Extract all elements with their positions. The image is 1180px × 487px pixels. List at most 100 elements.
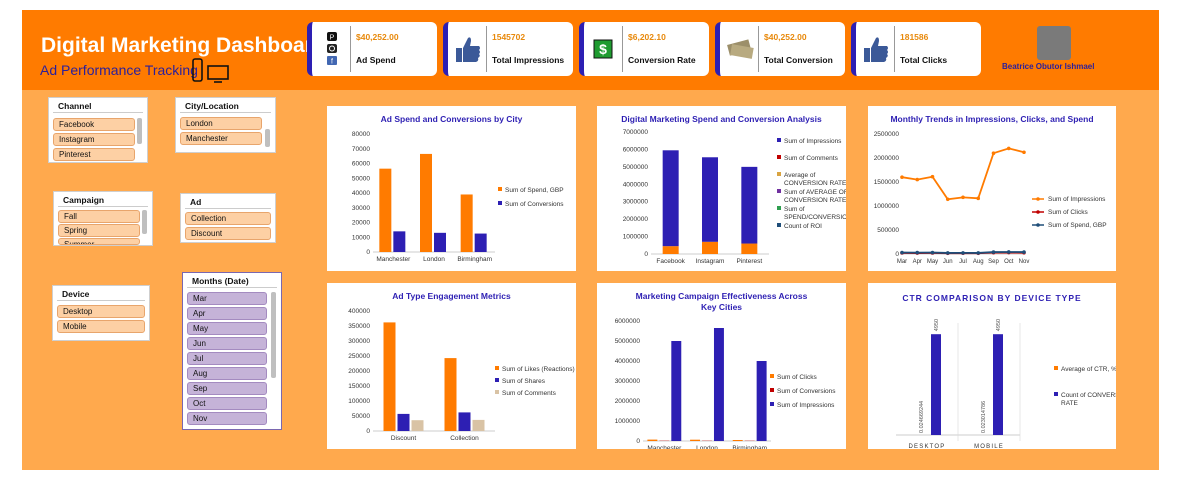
y-tick-label: 20000	[352, 220, 370, 227]
series-point	[991, 250, 996, 254]
bar	[647, 439, 658, 441]
series-point	[900, 175, 904, 179]
slicer-item-sep[interactable]: Sep	[187, 382, 267, 395]
series-point	[1006, 250, 1011, 254]
y-tick-label: 0	[636, 438, 640, 445]
kpi-value: $6,202.10	[628, 32, 666, 42]
series-point	[976, 196, 981, 201]
slicer-item-jun[interactable]: Jun	[187, 337, 267, 350]
bar-base	[662, 246, 679, 254]
dollar-icon: $	[593, 39, 613, 59]
y-tick-label: 100000	[348, 398, 370, 405]
series-point	[991, 151, 996, 155]
y-tick-label: 50000	[352, 413, 370, 420]
legend-swatch	[1054, 366, 1058, 370]
slicer-scrollbar[interactable]	[137, 118, 142, 144]
slicer-item-manchester[interactable]: Manchester	[180, 132, 262, 145]
slicer-item-fall[interactable]: Fall	[58, 210, 140, 223]
legend-swatch	[498, 201, 502, 205]
legend-swatch	[498, 187, 502, 191]
slicer-item-mobile[interactable]: Mobile	[57, 320, 145, 333]
x-tick-label: Oct	[1004, 259, 1014, 265]
legend-swatch	[1054, 392, 1058, 396]
x-tick-label: Jul	[959, 259, 967, 265]
y-tick-label: 0	[895, 251, 899, 258]
slicer-item-london[interactable]: London	[180, 117, 262, 130]
series-point	[945, 197, 950, 202]
kpi-card-conversion-rate[interactable]: $ $6,202.10 Conversion Rate	[579, 22, 709, 76]
user-name: Beatrice Obutor Ishmael	[1002, 62, 1095, 71]
x-tick-label: MOBILE	[974, 444, 1004, 449]
slicer-item-jul[interactable]: Jul	[187, 352, 267, 365]
data-label: 4950	[934, 319, 940, 331]
y-tick-label: 2000000	[615, 398, 641, 405]
slicer-item-desktop[interactable]: Desktop	[57, 305, 145, 318]
slicer-title: Ad	[185, 194, 271, 209]
slicer-title: Months (Date)	[187, 273, 277, 288]
y-tick-label: 400000	[348, 308, 370, 315]
slicer-item-discount[interactable]: Discount	[185, 227, 271, 240]
slicer-scrollbar[interactable]	[265, 129, 270, 147]
slicer-item-facebook[interactable]: Facebook	[53, 118, 135, 131]
slicer-item-summer[interactable]: Summer	[58, 238, 140, 245]
legend-swatch-point	[1036, 223, 1040, 227]
header-banner: Digital Marketing Dashboard Ad Performan…	[22, 10, 1159, 90]
svg-text:$: $	[599, 41, 607, 57]
x-tick-label: Mar	[897, 259, 907, 265]
legend-label: Sum of Impressions	[784, 138, 842, 145]
y-tick-label: 3000000	[623, 199, 649, 206]
chart-title: Ad Type Engagement Metrics	[392, 291, 511, 301]
legend-swatch-point	[1036, 210, 1040, 214]
legend-label: Average of CTR, %	[1061, 366, 1116, 373]
slicer-item-aug[interactable]: Aug	[187, 367, 267, 380]
series-point	[945, 251, 950, 255]
slicer-city: City/Location London Manchester	[175, 97, 276, 153]
legend-swatch	[495, 378, 499, 382]
legend-label: Sum of Impressions	[777, 402, 835, 409]
series-line	[901, 147, 1025, 201]
slicer-item-instagram[interactable]: Instagram	[53, 133, 135, 146]
slicer-item-apr[interactable]: Apr	[187, 307, 267, 320]
slicer-item-oct[interactable]: Oct	[187, 397, 267, 410]
slicer-item-pinterest[interactable]: Pinterest	[53, 148, 135, 161]
series-point	[1006, 146, 1011, 151]
slicer-item-mar[interactable]: Mar	[187, 292, 267, 305]
y-tick-label: 0	[366, 249, 370, 256]
kpi-card-ad-spend[interactable]: P f $40,252.00 Ad Spend	[307, 22, 437, 76]
series-point	[900, 250, 904, 255]
slicer-item-spring[interactable]: Spring	[58, 224, 140, 237]
x-tick-label: Pinterest	[737, 258, 763, 265]
kpi-divider	[350, 26, 351, 72]
bar	[702, 157, 718, 242]
y-tick-label: 1000000	[615, 418, 641, 425]
slicer-scrollbar[interactable]	[271, 292, 276, 378]
legend-label: RATE	[1061, 400, 1079, 407]
kpi-label: Total Conversion	[764, 55, 833, 65]
slicer-item-may[interactable]: May	[187, 322, 267, 335]
kpi-card-impressions[interactable]: 1545702 Total Impressions	[443, 22, 573, 76]
series-point	[930, 174, 935, 179]
chart-title: Ad Spend and Conversions by City	[380, 114, 523, 124]
slicer-item-collection[interactable]: Collection	[185, 212, 271, 225]
kpi-card-total-clicks[interactable]: 181586 Total Clicks	[851, 22, 981, 76]
y-tick-label: 300000	[348, 338, 370, 345]
bar	[690, 439, 701, 441]
kpi-card-total-conversion[interactable]: $40,252.00 Total Conversion	[715, 22, 845, 76]
chart-card-ad-engagement: Ad Type Engagement Metrics 0 50000 100000 1…	[327, 283, 576, 449]
chart-title: Monthly Trends in Impressions, Clicks, a…	[890, 114, 1094, 124]
legend-label: Sum of Spend, GBP	[1048, 222, 1107, 229]
x-tick-label: Apr	[913, 259, 922, 265]
legend-label: Count of ROI	[784, 223, 822, 230]
legend-label: SPEND/CONVERSION	[784, 214, 846, 221]
page-title: Digital Marketing Dashboard	[41, 34, 326, 57]
bar	[379, 168, 392, 252]
kpi-label: Ad Spend	[356, 55, 396, 65]
chart-title: Digital Marketing Spend and Conversion A…	[621, 114, 822, 124]
chart-title: Marketing Campaign Effectiveness Across …	[635, 291, 808, 312]
legend-swatch	[777, 155, 781, 159]
y-tick-label: 0	[644, 251, 648, 258]
slicer-item-nov[interactable]: Nov	[187, 412, 267, 425]
slicer-scrollbar[interactable]	[142, 210, 147, 234]
bar	[393, 231, 406, 252]
y-tick-label: 5000000	[623, 164, 649, 171]
